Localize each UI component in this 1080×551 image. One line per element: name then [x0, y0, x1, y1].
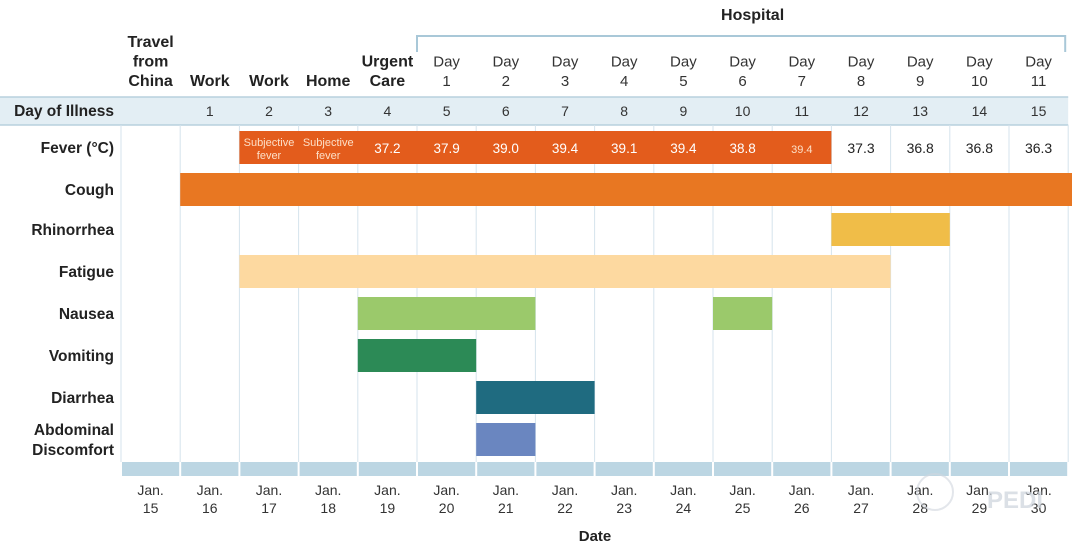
activity-header: Day 9	[907, 54, 934, 91]
fever-value: 37.2	[374, 141, 400, 156]
day-of-illness-value: 9	[680, 103, 688, 119]
day-of-illness-value: 3	[324, 103, 332, 119]
date-tick-label: Jan. 19	[374, 482, 400, 516]
symptom-label: Rhinorrhea	[31, 222, 114, 239]
symptom-label: Vomiting	[49, 348, 114, 365]
symptom-bar	[476, 381, 595, 414]
day-of-illness-value: 15	[1031, 103, 1047, 119]
watermark-logo: PEDI	[987, 487, 1043, 514]
activity-header: Home	[306, 73, 351, 90]
symptom-label: Diarrhea	[51, 390, 114, 407]
day-of-illness-value: 7	[561, 103, 569, 119]
activity-header: Day 2	[492, 54, 519, 91]
symptom-label: Fatigue	[59, 264, 114, 281]
date-tick-label: Jan. 21	[493, 482, 519, 516]
day-of-illness-value: 8	[620, 103, 628, 119]
day-of-illness-value: 6	[502, 103, 510, 119]
symptom-bar	[713, 297, 773, 330]
date-tick-label: Jan. 22	[552, 482, 578, 516]
activity-header: Day 3	[552, 54, 579, 91]
fever-value: 36.3	[1025, 140, 1052, 156]
day-of-illness-value: 14	[972, 103, 988, 119]
activity-header: Day 6	[729, 54, 756, 91]
activity-header: Day 8	[848, 54, 875, 91]
date-tick-label: Jan. 30	[1025, 482, 1051, 516]
day-of-illness-value: 1	[206, 103, 214, 119]
fever-value: Subjective fever	[303, 137, 354, 162]
watermark-circle	[916, 473, 954, 511]
date-tick-label: Jan. 26	[789, 482, 815, 516]
day-of-illness-value: 4	[384, 103, 392, 119]
day-of-illness-value: 5	[443, 103, 451, 119]
day-of-illness-band	[0, 97, 1069, 125]
day-of-illness-value: 11	[795, 103, 810, 119]
date-tick-label: Jan. 24	[670, 482, 696, 516]
fever-value: 39.4	[552, 141, 579, 156]
date-tick-label: Jan. 28	[907, 482, 933, 516]
symptom-bar	[476, 423, 536, 456]
day-of-illness-value: 10	[735, 103, 751, 119]
fever-value: 39.0	[493, 141, 519, 156]
activity-header: Work	[190, 73, 230, 90]
day-of-illness-label: Day of Illness	[14, 103, 114, 120]
fever-value: 39.1	[611, 141, 637, 156]
activity-header: Work	[249, 73, 289, 90]
symptom-bar	[180, 173, 1072, 206]
symptom-label: Nausea	[59, 306, 115, 323]
hospital-bracket	[416, 35, 1067, 52]
date-tick-label: Jan. 23	[611, 482, 637, 516]
activity-header: Day 10	[966, 54, 993, 91]
activity-header: Day 4	[611, 54, 638, 91]
activity-header: Day 5	[670, 54, 697, 91]
symptom-label: Cough	[65, 182, 114, 199]
date-tick-label: Jan. 20	[433, 482, 459, 516]
fever-value: 36.8	[907, 140, 934, 156]
fever-value: 39.4	[670, 141, 697, 156]
fever-bar	[239, 131, 832, 164]
day-of-illness-value: 2	[265, 103, 273, 119]
date-tick-label: Jan. 16	[197, 482, 223, 516]
hospital-label: Hospital	[721, 7, 784, 24]
activity-header: Day 11	[1025, 54, 1052, 91]
activity-header: Day 7	[788, 54, 815, 91]
activity-header: Travel from China	[127, 34, 173, 90]
fever-value: 39.4	[791, 144, 812, 156]
symptom-bar	[831, 213, 950, 246]
date-tick-label: Jan. 29	[966, 482, 992, 516]
fever-value: 37.9	[433, 141, 459, 156]
symptom-bar	[357, 339, 477, 372]
day-of-illness-value: 12	[853, 103, 869, 119]
date-tick-label: Jan. 18	[315, 482, 341, 516]
symptom-bar	[357, 297, 536, 330]
x-axis-title: Date	[579, 528, 612, 545]
fever-label: Fever (°C)	[41, 140, 114, 157]
fever-value: 38.8	[729, 141, 755, 156]
symptom-bar	[239, 255, 891, 288]
fever-value: Subjective fever	[244, 137, 295, 162]
date-tick-label: Jan. 25	[729, 482, 755, 516]
date-tick-label: Jan. 27	[848, 482, 874, 516]
activity-header: Day 1	[433, 54, 460, 91]
fever-value: 37.3	[847, 140, 874, 156]
symptom-label: Abdominal Discomfort	[32, 422, 114, 459]
date-tick-label: Jan. 15	[137, 482, 163, 516]
fever-value: 36.8	[966, 140, 993, 156]
activity-header: Urgent Care	[362, 54, 414, 91]
day-of-illness-value: 13	[912, 103, 928, 119]
date-tick-label: Jan. 17	[256, 482, 282, 516]
